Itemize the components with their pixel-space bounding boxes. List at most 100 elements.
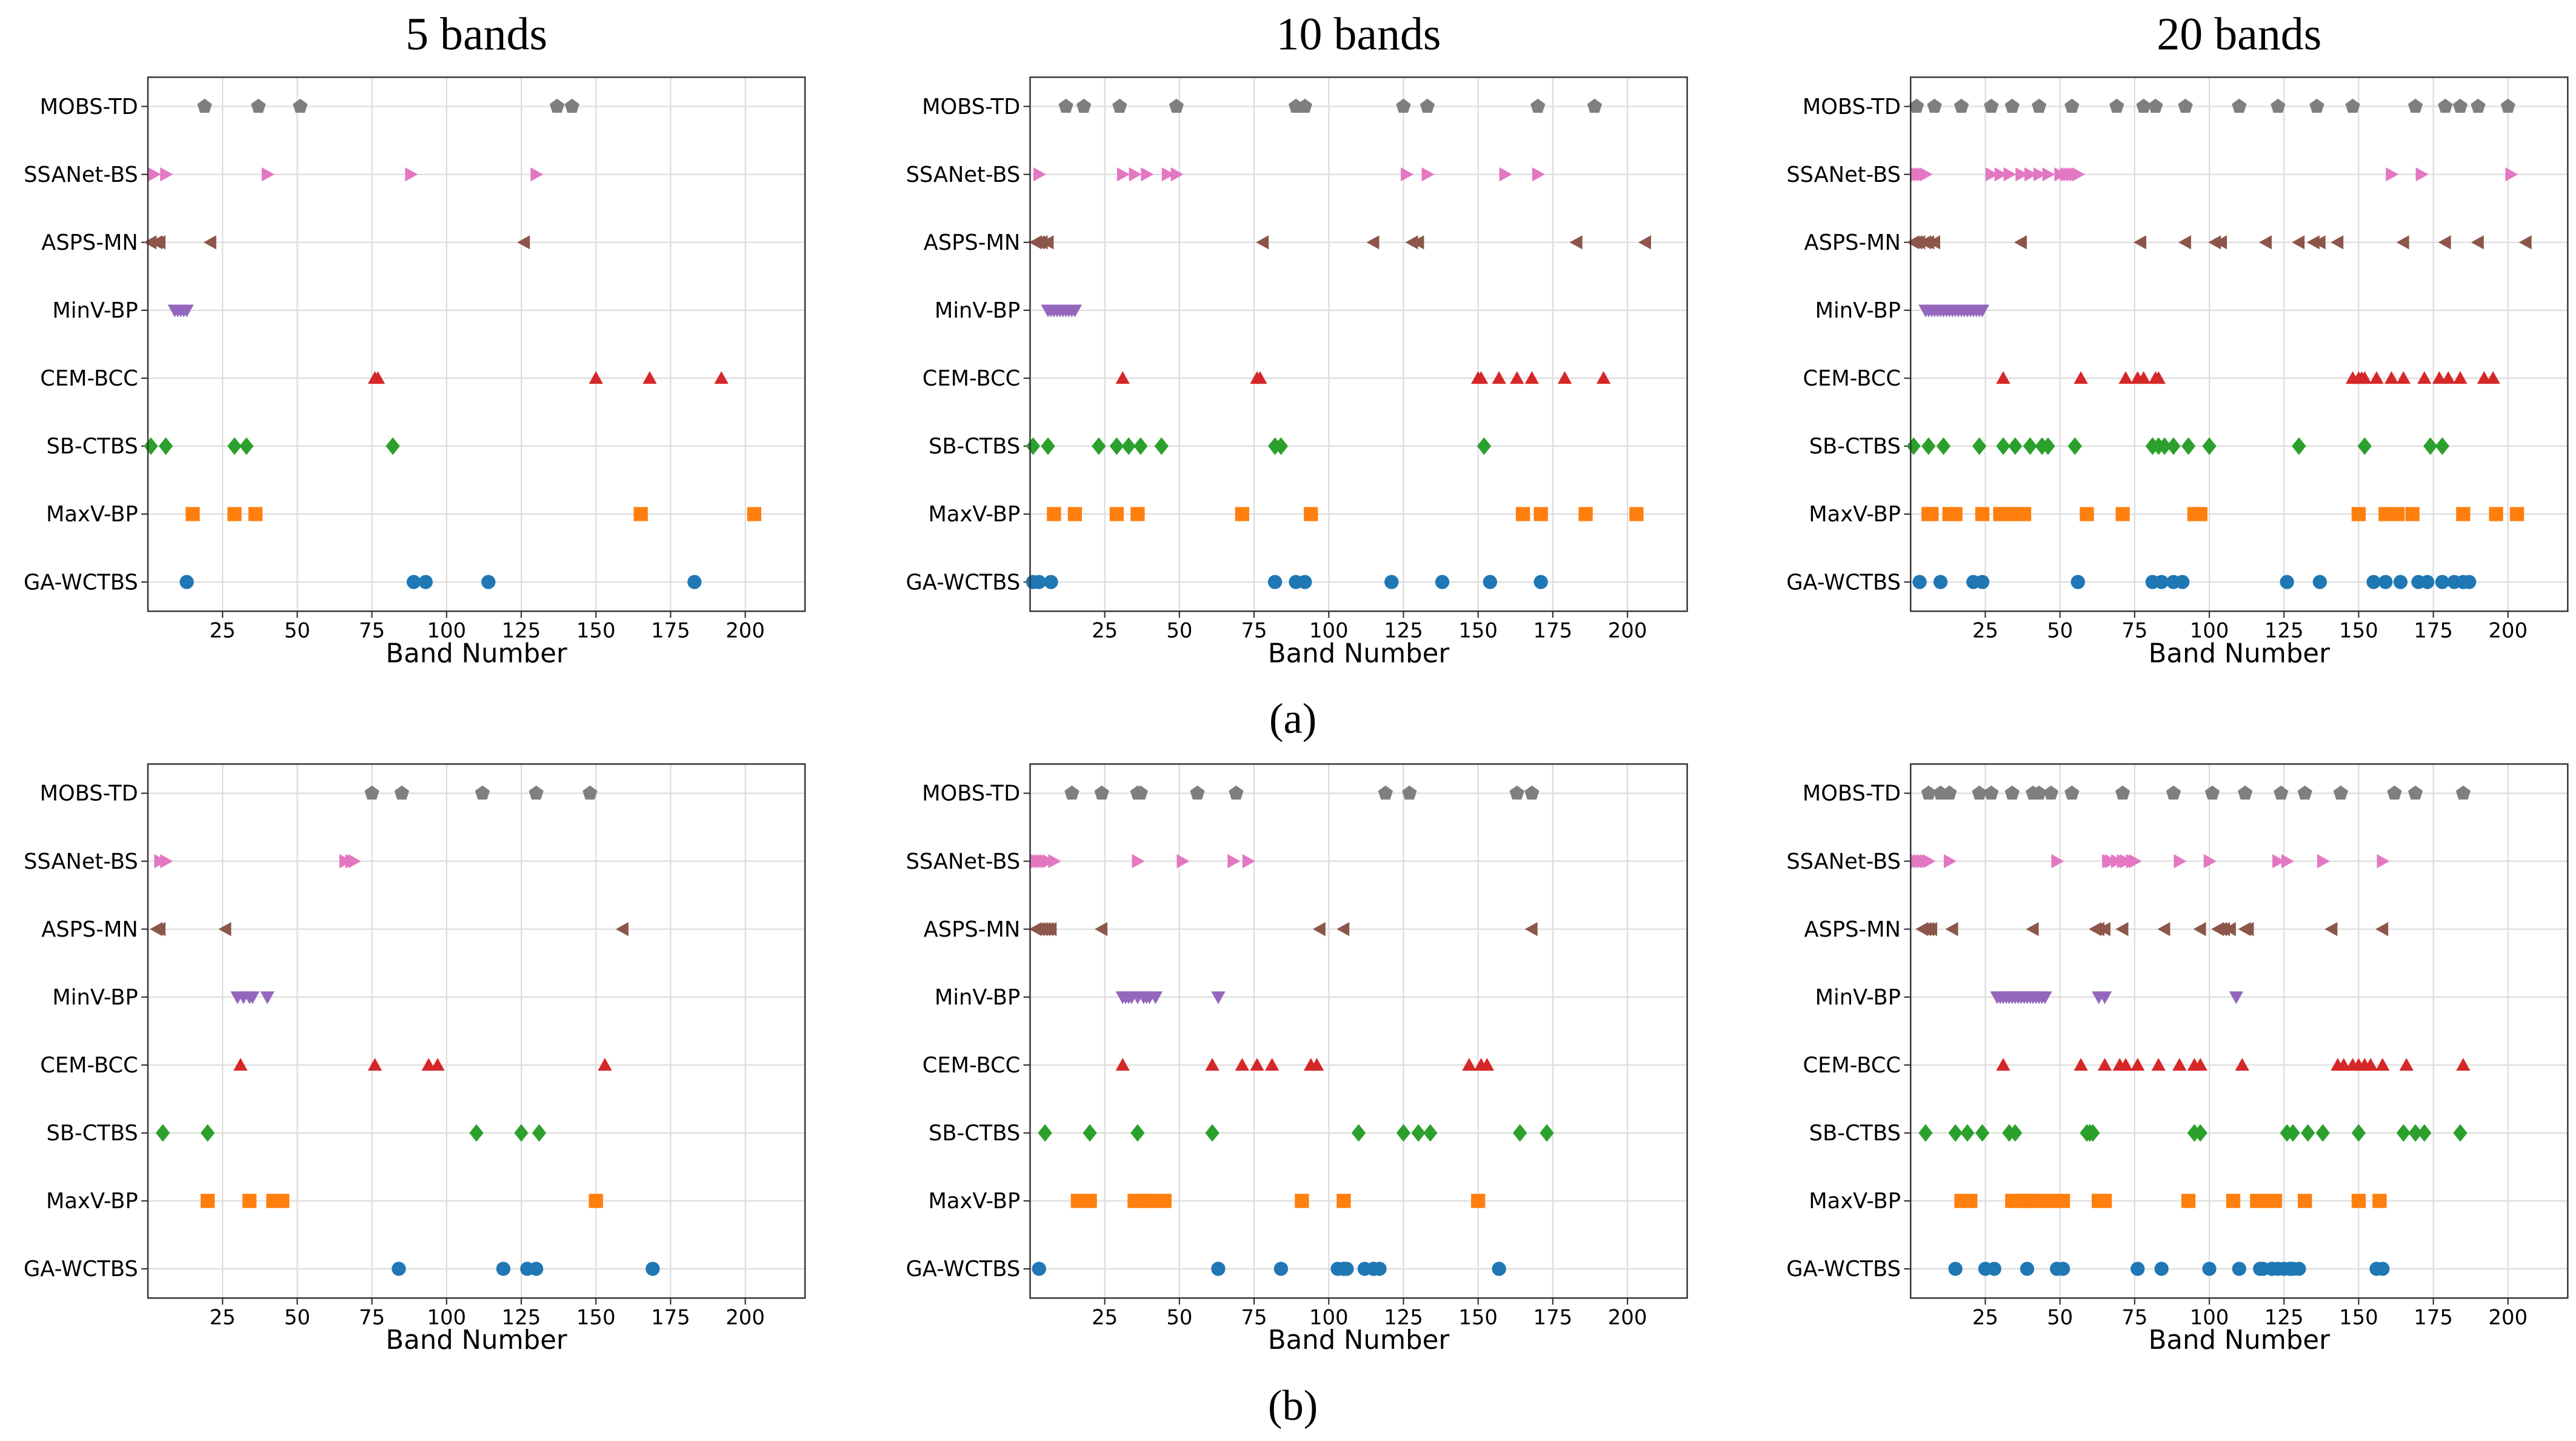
- data-point: [2136, 98, 2151, 113]
- data-point: [1083, 1194, 1097, 1208]
- data-point: [1148, 991, 1163, 1005]
- data-point: [2438, 235, 2451, 250]
- y-tick-label: ASPS-MN: [924, 230, 1020, 255]
- data-point: [1366, 235, 1380, 250]
- data-point: [1975, 507, 1990, 521]
- y-tick-label: SB-CTBS: [929, 1121, 1020, 1146]
- data-point: [1480, 1058, 1495, 1071]
- y-tick-label: GA-WCTBS: [906, 1257, 1020, 1282]
- data-point: [2154, 1262, 2169, 1276]
- y-tick-label: GA-WCTBS: [1786, 570, 1901, 595]
- data-point: [2486, 371, 2500, 384]
- y-tick-label: MinV-BP: [1815, 298, 1901, 323]
- data-point: [1256, 235, 1269, 250]
- data-point: [2181, 1194, 2196, 1208]
- data-point: [1083, 1124, 1097, 1142]
- plot-area: [1910, 77, 2568, 612]
- data-point: [2031, 98, 2047, 113]
- data-point: [1309, 1058, 1324, 1071]
- data-point: [2174, 854, 2187, 869]
- data-point: [2441, 371, 2455, 384]
- data-point: [370, 371, 385, 384]
- y-tick-label: SSANet-BS: [1786, 162, 1901, 187]
- y-tick-label: CEM-BCC: [923, 1053, 1020, 1078]
- data-point: [233, 1058, 248, 1071]
- data-point: [203, 235, 216, 250]
- data-point: [2178, 98, 2193, 113]
- data-point: [615, 922, 629, 937]
- data-point: [1942, 785, 1957, 800]
- data-point: [2042, 167, 2055, 182]
- data-point: [2489, 507, 2503, 521]
- plot-area: [147, 764, 806, 1299]
- x-axis-label: Band Number: [2149, 1325, 2330, 1356]
- x-tick-label: 125: [2264, 1306, 2304, 1329]
- y-tick-label: GA-WCTBS: [1786, 1257, 1901, 1282]
- data-point: [2384, 371, 2399, 384]
- data-point: [2259, 235, 2272, 250]
- x-tick-label: 100: [2190, 1306, 2229, 1329]
- data-point: [1596, 371, 1611, 384]
- x-tick-label: 100: [427, 1306, 466, 1329]
- data-point: [1510, 371, 1524, 384]
- data-point: [2518, 235, 2532, 250]
- data-point: [2070, 575, 2085, 589]
- data-point: [2505, 167, 2518, 182]
- x-tick-label: 200: [2489, 1306, 2528, 1329]
- data-point: [1984, 785, 1999, 800]
- x-tick-label: 150: [1458, 619, 1498, 643]
- data-point: [1133, 785, 1148, 800]
- data-point: [1927, 98, 1942, 113]
- x-tick-label: 75: [1241, 619, 1267, 643]
- y-tick-label: MinV-BP: [52, 298, 138, 323]
- data-point: [1038, 1124, 1052, 1142]
- data-point: [2351, 507, 2366, 521]
- data-point: [2432, 371, 2447, 384]
- data-point: [1396, 1124, 1411, 1142]
- data-point: [1094, 785, 1109, 800]
- x-tick-label: 150: [576, 1306, 616, 1329]
- x-tick-label: 200: [726, 619, 765, 643]
- data-point: [2097, 1194, 2112, 1208]
- y-tick-label: SSANet-BS: [906, 849, 1021, 874]
- data-point: [1994, 167, 2007, 182]
- data-point: [2407, 785, 2423, 800]
- data-point: [405, 167, 418, 182]
- axes-frame: [1029, 763, 1688, 1299]
- data-point: [1513, 1124, 1527, 1142]
- data-point: [2471, 98, 2486, 113]
- y-tick-label: SB-CTBS: [1809, 434, 1901, 459]
- data-point: [1477, 437, 1492, 455]
- data-point: [532, 1124, 547, 1142]
- data-point: [2369, 371, 2384, 384]
- data-point: [1909, 98, 1924, 113]
- data-point: [2386, 167, 2399, 182]
- y-tick-label: MOBS-TD: [1803, 781, 1901, 806]
- data-point: [2298, 1194, 2312, 1208]
- data-point: [2317, 854, 2330, 869]
- data-point: [2477, 371, 2492, 384]
- data-point: [1297, 98, 1313, 113]
- data-point: [242, 1194, 257, 1208]
- data-point: [430, 1058, 445, 1071]
- data-point: [2043, 785, 2059, 800]
- data-point: [1985, 167, 1998, 182]
- data-point: [1912, 575, 1927, 589]
- data-point: [2232, 1262, 2246, 1276]
- data-point: [2399, 1058, 2414, 1071]
- data-point: [1067, 304, 1083, 318]
- data-point: [2003, 167, 2017, 182]
- x-tick-label: 75: [2121, 619, 2147, 643]
- x-tick-label: 200: [726, 1306, 765, 1329]
- y-tick-label: SSANet-BS: [24, 849, 138, 874]
- data-point: [160, 854, 173, 869]
- data-point: [1242, 854, 1255, 869]
- data-point: [2435, 575, 2450, 589]
- data-point: [348, 854, 361, 869]
- data-point: [1972, 785, 1987, 800]
- data-point: [2377, 854, 2390, 869]
- data-point: [2272, 854, 2286, 869]
- data-point: [1948, 1262, 1963, 1276]
- data-point: [406, 575, 421, 589]
- data-point: [2372, 1194, 2387, 1208]
